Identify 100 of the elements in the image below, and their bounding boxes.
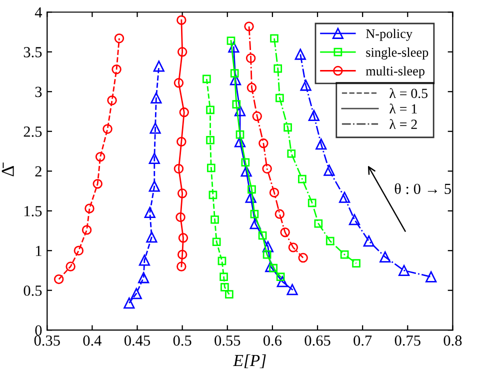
point	[338, 192, 350, 203]
point	[177, 250, 188, 260]
point	[210, 215, 219, 224]
point	[176, 15, 186, 25]
point	[176, 212, 186, 222]
point	[146, 232, 158, 243]
point	[262, 250, 272, 259]
x-tick-label: 0.45	[124, 335, 150, 346]
point	[262, 164, 272, 174]
point	[250, 210, 259, 218]
point	[300, 80, 312, 91]
point	[269, 188, 280, 198]
point	[150, 122, 161, 134]
x-tick-label: 0.7	[354, 335, 372, 346]
point	[250, 218, 261, 230]
y-tick-label: 0.5	[24, 286, 42, 296]
point	[258, 138, 268, 148]
point	[107, 96, 117, 106]
x-tick-label: 0.75	[394, 335, 420, 346]
point	[258, 231, 267, 240]
point	[398, 264, 410, 276]
point	[280, 227, 290, 238]
point	[308, 110, 320, 122]
point	[138, 254, 150, 266]
point	[348, 214, 360, 226]
point	[130, 288, 142, 300]
legend-label: multi-sleep	[366, 66, 424, 78]
legend-label: N-policy	[366, 28, 412, 41]
point	[234, 105, 246, 116]
point	[178, 233, 188, 243]
point	[206, 136, 214, 144]
point	[236, 130, 244, 139]
legend-label: single-sleep	[366, 48, 428, 60]
point	[380, 251, 391, 263]
point	[148, 152, 160, 164]
point	[206, 106, 214, 114]
annotation: λ = 2	[390, 119, 417, 129]
point	[234, 136, 246, 148]
point	[54, 274, 64, 284]
point	[153, 60, 164, 72]
point	[274, 209, 285, 219]
point	[244, 22, 254, 32]
x-tick-label: 0.65	[304, 335, 330, 346]
point	[275, 94, 284, 102]
point	[326, 236, 334, 246]
point	[220, 283, 229, 292]
point	[308, 198, 316, 208]
point	[220, 272, 228, 282]
point	[95, 152, 106, 162]
point	[84, 204, 94, 214]
y-tick-label: 1	[36, 246, 42, 256]
point	[124, 298, 135, 309]
point	[240, 166, 252, 177]
point	[363, 236, 374, 247]
point	[148, 180, 160, 192]
y-tick-label: 2	[35, 166, 42, 176]
point	[340, 250, 349, 259]
point	[150, 92, 162, 104]
point	[82, 225, 92, 235]
y-tick-label: 2.5	[24, 126, 42, 137]
point	[426, 271, 437, 282]
point	[230, 74, 242, 86]
point	[92, 178, 102, 189]
point	[286, 284, 298, 296]
point	[179, 107, 189, 118]
point	[226, 36, 236, 45]
point	[241, 158, 250, 167]
point	[298, 252, 308, 263]
annotation: λ = 1	[390, 104, 417, 114]
x-tick-label: 0.35	[34, 335, 60, 346]
point	[102, 124, 112, 134]
point	[248, 185, 256, 194]
point	[174, 78, 184, 88]
y-tick-label: 4	[34, 7, 42, 18]
y-tick-label: 1.5	[24, 206, 42, 216]
x-tick-label: 0.4	[83, 335, 102, 346]
point	[232, 100, 241, 109]
x-tick-label: 0.5	[173, 335, 192, 346]
point	[176, 136, 186, 147]
point	[177, 47, 188, 57]
point	[265, 260, 276, 272]
point	[316, 138, 327, 150]
point	[276, 276, 288, 288]
point	[138, 272, 150, 284]
point	[114, 34, 124, 44]
point	[294, 48, 306, 60]
point	[218, 256, 226, 266]
x-tick-label: 0.6	[263, 335, 282, 346]
y-tick-label: 3	[35, 86, 42, 98]
annotation: λ = 0.5	[390, 88, 428, 98]
y-tick-label: 3.5	[24, 47, 42, 58]
x-tick-label: 0.55	[214, 335, 240, 346]
point	[176, 262, 186, 272]
point	[287, 149, 296, 158]
point	[202, 74, 211, 84]
point	[144, 206, 156, 218]
point	[270, 34, 278, 43]
point	[112, 64, 122, 74]
point	[252, 111, 262, 122]
point	[225, 290, 234, 299]
